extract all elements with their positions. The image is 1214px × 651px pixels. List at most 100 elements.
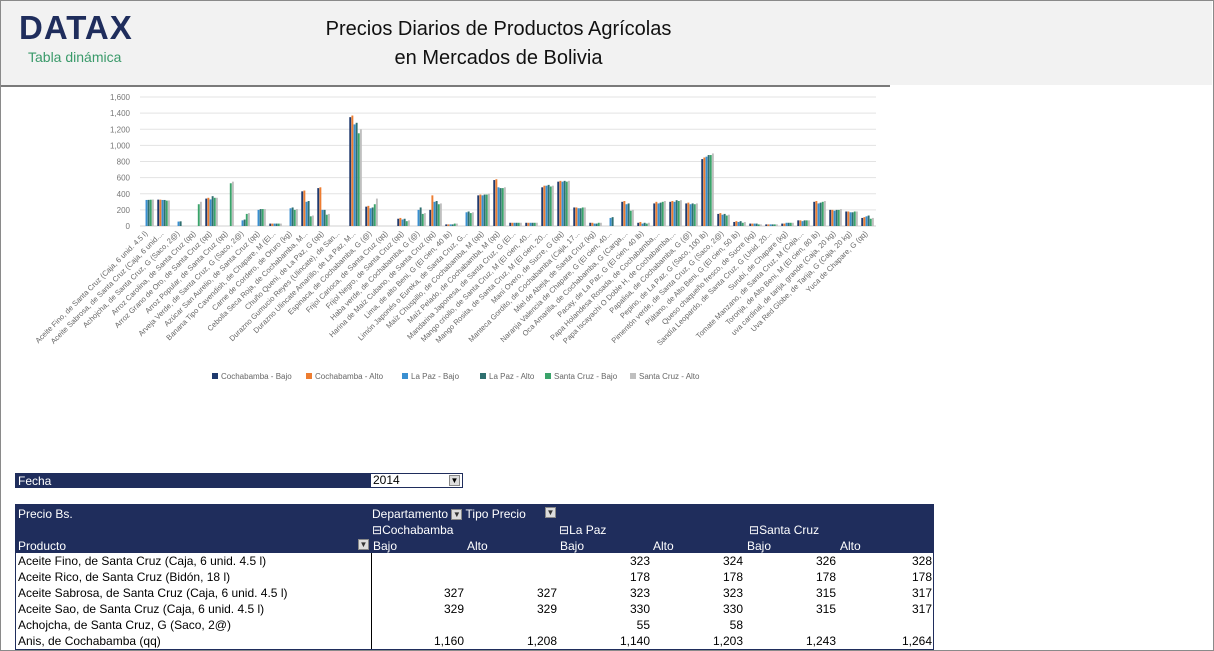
bar <box>515 222 518 226</box>
bar <box>419 207 422 226</box>
bar <box>631 209 634 226</box>
bar <box>289 208 292 226</box>
table-row: Aceite Sao, de Santa Cruz (Caja, 6 unid.… <box>16 601 933 617</box>
y-tick-label: 0 <box>126 222 131 231</box>
bar <box>623 201 626 226</box>
bar <box>871 217 874 226</box>
bar <box>519 222 522 226</box>
bar <box>663 201 666 226</box>
value-field-label: Precio Bs. <box>18 507 73 521</box>
bar <box>407 220 410 226</box>
tipo-precio-label: Tipo Precio <box>465 507 526 521</box>
bar <box>705 156 708 226</box>
dept-cochabamba[interactable]: ⊟Cochabamba <box>372 523 454 537</box>
value-cell: 178 <box>911 570 932 584</box>
bar <box>803 220 806 226</box>
bar <box>749 223 752 226</box>
y-tick-label: 200 <box>117 206 131 215</box>
bar <box>595 223 598 226</box>
bar <box>151 199 154 226</box>
bar <box>355 122 358 226</box>
bar <box>263 209 266 226</box>
value-cell: 1,243 <box>805 634 836 648</box>
bar <box>773 224 776 226</box>
bar <box>467 211 470 226</box>
bar <box>867 215 870 226</box>
bar <box>199 201 202 226</box>
pivot-header: Precio Bs. Departamento ▼ Tipo Precio ▼ … <box>16 505 933 553</box>
bar <box>293 209 296 226</box>
table-row: Aceite Fino, de Santa Cruz (Caja, 6 unid… <box>16 553 933 569</box>
bar <box>629 210 632 226</box>
bar <box>247 213 250 226</box>
bar <box>469 213 472 226</box>
bar <box>421 213 424 226</box>
title-line-2: en Mercados de Bolivia <box>394 47 603 69</box>
bar <box>737 221 740 226</box>
value-cell: 178 <box>722 570 743 584</box>
value-cell: 328 <box>911 554 932 568</box>
fecha-select[interactable]: 2014 ▼ <box>370 473 463 488</box>
bar <box>583 207 586 226</box>
bar <box>495 179 498 226</box>
bar <box>775 224 778 226</box>
value-cell: 327 <box>536 586 557 600</box>
bar <box>869 218 872 226</box>
bar <box>323 209 326 226</box>
filter-icon[interactable]: ▼ <box>449 475 460 486</box>
bar <box>727 214 730 226</box>
product-cell: Aceite Sabrosa, de Santa Cruz (Caja, 6 u… <box>18 586 288 600</box>
value-cell: 324 <box>722 554 743 568</box>
bar <box>807 220 810 226</box>
bar <box>365 206 368 226</box>
bar <box>801 221 804 226</box>
bar <box>511 222 514 226</box>
page-title: Precios Diarios de Productos Agrícolas e… <box>301 15 696 73</box>
bar <box>551 185 554 226</box>
bar <box>487 193 490 226</box>
row-field-label: Producto <box>18 539 67 553</box>
bar <box>821 201 824 226</box>
subtitle: Tabla dinámica <box>28 49 122 65</box>
legend-swatch <box>480 373 486 379</box>
value-cell: 178 <box>815 570 836 584</box>
tipo-precio-dropdown-icon[interactable]: ▼ <box>545 507 556 518</box>
dept-santa-cruz[interactable]: ⊟Santa Cruz <box>749 523 820 537</box>
bar <box>351 115 354 226</box>
bar <box>661 201 664 226</box>
bar <box>647 222 650 226</box>
bar <box>533 222 536 226</box>
bar <box>431 195 434 226</box>
bar <box>695 203 698 226</box>
bar <box>207 197 210 226</box>
bar <box>759 224 762 226</box>
bar <box>291 207 294 226</box>
departamento-dropdown-icon[interactable]: ▼ <box>451 509 463 521</box>
bar <box>581 207 584 226</box>
legend-label: Cochabamba - Bajo <box>221 372 292 381</box>
bar <box>863 217 866 226</box>
bar <box>787 222 790 226</box>
dept-la-paz[interactable]: ⊟La Paz <box>559 523 607 537</box>
header-banner: DATAX Tabla dinámica Precios Diarios de … <box>1 1 1212 87</box>
bar <box>739 221 742 226</box>
bar <box>627 203 630 226</box>
legend-swatch <box>545 373 551 379</box>
bar <box>307 201 310 226</box>
bar <box>399 217 402 226</box>
legend-label: Santa Cruz - Bajo <box>554 372 618 381</box>
bar <box>817 203 820 226</box>
y-tick-label: 1,600 <box>110 93 131 102</box>
bar <box>637 222 640 226</box>
y-tick-label: 1,400 <box>110 109 131 118</box>
producto-dropdown-icon[interactable]: ▼ <box>358 539 369 550</box>
bar <box>765 224 768 226</box>
bar <box>767 224 770 226</box>
bar <box>479 194 482 226</box>
legend-swatch <box>630 373 636 379</box>
bar <box>597 222 600 226</box>
bar <box>717 213 720 226</box>
bar <box>853 211 856 226</box>
bar <box>403 218 406 226</box>
bar <box>257 209 260 226</box>
